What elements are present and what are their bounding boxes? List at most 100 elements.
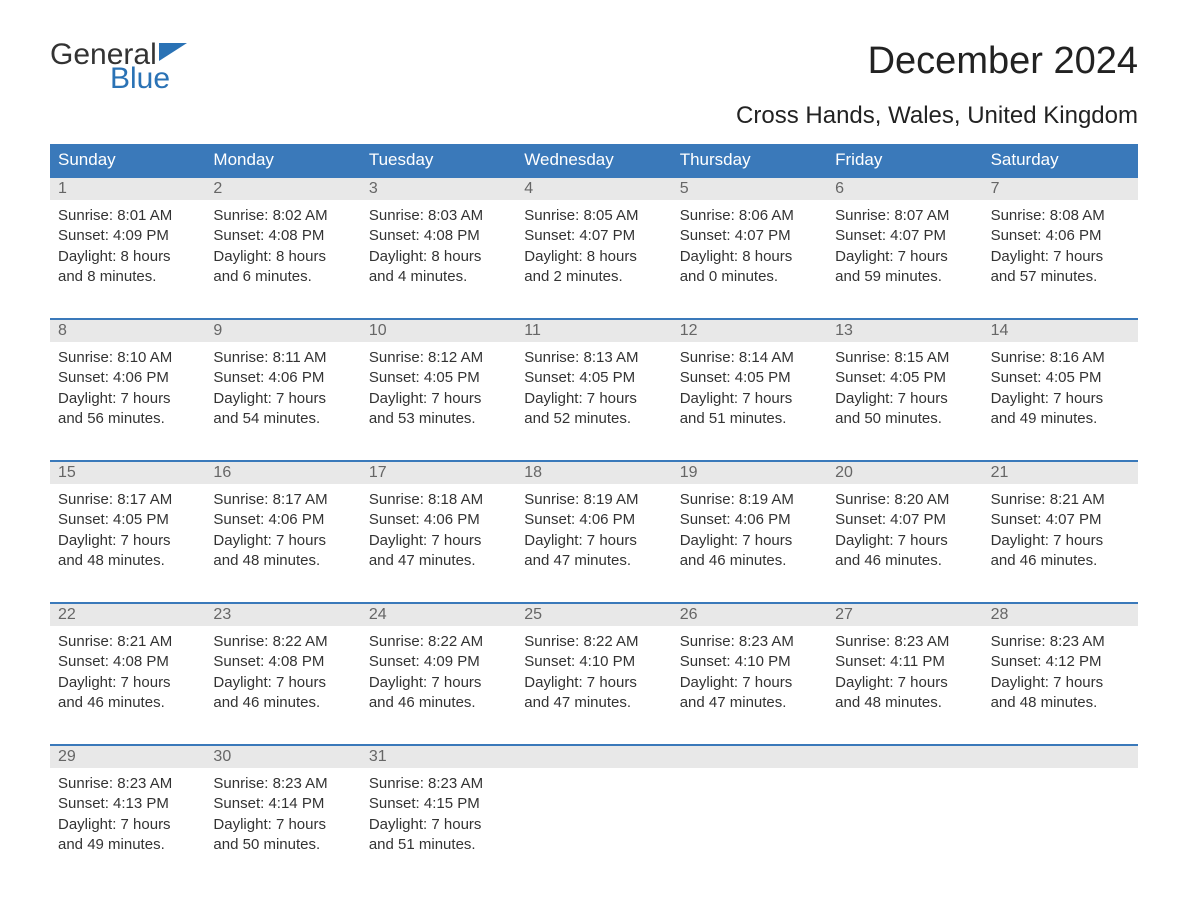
header-row: General Blue December 2024 — [50, 40, 1138, 94]
sunrise-text: Sunrise: 8:23 AM — [991, 632, 1130, 652]
logo-text-blue: Blue — [110, 64, 191, 94]
daylight-text-2: and 54 minutes. — [213, 409, 352, 429]
day-number: 21 — [983, 462, 1138, 484]
day-number: 3 — [361, 178, 516, 200]
sunrise-text: Sunrise: 8:14 AM — [680, 348, 819, 368]
sunset-text: Sunset: 4:05 PM — [369, 368, 508, 388]
sunrise-text: Sunrise: 8:22 AM — [524, 632, 663, 652]
day-number: 11 — [516, 320, 671, 342]
day-cell: Sunrise: 8:17 AMSunset: 4:06 PMDaylight:… — [205, 484, 360, 584]
sunrise-text: Sunrise: 8:18 AM — [369, 490, 508, 510]
day-cell — [983, 768, 1138, 868]
daylight-text-2: and 2 minutes. — [524, 267, 663, 287]
daylight-text-2: and 0 minutes. — [680, 267, 819, 287]
day-number — [827, 746, 982, 768]
day-cell: Sunrise: 8:23 AMSunset: 4:13 PMDaylight:… — [50, 768, 205, 868]
sunset-text: Sunset: 4:06 PM — [213, 510, 352, 530]
day-number: 12 — [672, 320, 827, 342]
location-subtitle: Cross Hands, Wales, United Kingdom — [50, 102, 1138, 130]
day-cell: Sunrise: 8:22 AMSunset: 4:08 PMDaylight:… — [205, 626, 360, 726]
daylight-text-2: and 51 minutes. — [680, 409, 819, 429]
day-number: 2 — [205, 178, 360, 200]
daylight-text-1: Daylight: 7 hours — [524, 531, 663, 551]
daylight-text-2: and 53 minutes. — [369, 409, 508, 429]
day-number-row: 293031 — [50, 746, 1138, 768]
day-cell: Sunrise: 8:12 AMSunset: 4:05 PMDaylight:… — [361, 342, 516, 442]
day-cell: Sunrise: 8:23 AMSunset: 4:12 PMDaylight:… — [983, 626, 1138, 726]
daylight-text-2: and 47 minutes. — [369, 551, 508, 571]
day-cell: Sunrise: 8:20 AMSunset: 4:07 PMDaylight:… — [827, 484, 982, 584]
day-number-row: 1234567 — [50, 178, 1138, 200]
sunrise-text: Sunrise: 8:20 AM — [835, 490, 974, 510]
daylight-text-1: Daylight: 7 hours — [58, 673, 197, 693]
daylight-text-2: and 51 minutes. — [369, 835, 508, 855]
daylight-text-2: and 47 minutes. — [524, 551, 663, 571]
day-cell: Sunrise: 8:19 AMSunset: 4:06 PMDaylight:… — [516, 484, 671, 584]
daylight-text-2: and 50 minutes. — [835, 409, 974, 429]
day-cell: Sunrise: 8:22 AMSunset: 4:10 PMDaylight:… — [516, 626, 671, 726]
daylight-text-1: Daylight: 7 hours — [991, 673, 1130, 693]
sunset-text: Sunset: 4:07 PM — [835, 226, 974, 246]
daylight-text-2: and 46 minutes. — [369, 693, 508, 713]
daylight-text-2: and 57 minutes. — [991, 267, 1130, 287]
day-number: 24 — [361, 604, 516, 626]
sunset-text: Sunset: 4:06 PM — [991, 226, 1130, 246]
day-number: 13 — [827, 320, 982, 342]
day-number: 14 — [983, 320, 1138, 342]
sunset-text: Sunset: 4:08 PM — [369, 226, 508, 246]
daylight-text-2: and 47 minutes. — [680, 693, 819, 713]
sunset-text: Sunset: 4:09 PM — [369, 652, 508, 672]
daylight-text-1: Daylight: 7 hours — [58, 815, 197, 835]
sunrise-text: Sunrise: 8:11 AM — [213, 348, 352, 368]
daylight-text-2: and 4 minutes. — [369, 267, 508, 287]
day-number: 6 — [827, 178, 982, 200]
sunrise-text: Sunrise: 8:15 AM — [835, 348, 974, 368]
daylight-text-2: and 46 minutes. — [680, 551, 819, 571]
weekday-header: Tuesday — [361, 144, 516, 176]
daylight-text-1: Daylight: 7 hours — [369, 673, 508, 693]
calendar-week: 891011121314Sunrise: 8:10 AMSunset: 4:06… — [50, 318, 1138, 442]
sunset-text: Sunset: 4:07 PM — [680, 226, 819, 246]
day-number: 23 — [205, 604, 360, 626]
sunset-text: Sunset: 4:11 PM — [835, 652, 974, 672]
day-cell: Sunrise: 8:19 AMSunset: 4:06 PMDaylight:… — [672, 484, 827, 584]
sunrise-text: Sunrise: 8:06 AM — [680, 206, 819, 226]
sunset-text: Sunset: 4:13 PM — [58, 794, 197, 814]
sunset-text: Sunset: 4:06 PM — [680, 510, 819, 530]
sunrise-text: Sunrise: 8:23 AM — [680, 632, 819, 652]
sunset-text: Sunset: 4:08 PM — [213, 226, 352, 246]
day-cell: Sunrise: 8:10 AMSunset: 4:06 PMDaylight:… — [50, 342, 205, 442]
sunset-text: Sunset: 4:05 PM — [524, 368, 663, 388]
daylight-text-2: and 46 minutes. — [991, 551, 1130, 571]
daylight-text-1: Daylight: 8 hours — [58, 247, 197, 267]
sunrise-text: Sunrise: 8:22 AM — [369, 632, 508, 652]
day-number: 27 — [827, 604, 982, 626]
sunset-text: Sunset: 4:05 PM — [58, 510, 197, 530]
day-number: 10 — [361, 320, 516, 342]
day-cell: Sunrise: 8:13 AMSunset: 4:05 PMDaylight:… — [516, 342, 671, 442]
daylight-text-1: Daylight: 7 hours — [524, 389, 663, 409]
day-number: 29 — [50, 746, 205, 768]
daylight-text-1: Daylight: 8 hours — [369, 247, 508, 267]
sunrise-text: Sunrise: 8:23 AM — [369, 774, 508, 794]
sunset-text: Sunset: 4:10 PM — [524, 652, 663, 672]
day-cell: Sunrise: 8:23 AMSunset: 4:10 PMDaylight:… — [672, 626, 827, 726]
sunrise-text: Sunrise: 8:22 AM — [213, 632, 352, 652]
sunrise-text: Sunrise: 8:19 AM — [680, 490, 819, 510]
day-number: 18 — [516, 462, 671, 484]
sunrise-text: Sunrise: 8:13 AM — [524, 348, 663, 368]
daylight-text-1: Daylight: 7 hours — [835, 531, 974, 551]
daylight-text-2: and 56 minutes. — [58, 409, 197, 429]
day-number — [516, 746, 671, 768]
daylight-text-2: and 52 minutes. — [524, 409, 663, 429]
daylight-text-1: Daylight: 7 hours — [213, 389, 352, 409]
sunset-text: Sunset: 4:05 PM — [991, 368, 1130, 388]
daylight-text-1: Daylight: 7 hours — [680, 673, 819, 693]
daylight-text-1: Daylight: 7 hours — [369, 531, 508, 551]
weekday-header: Wednesday — [516, 144, 671, 176]
sunset-text: Sunset: 4:07 PM — [524, 226, 663, 246]
sunset-text: Sunset: 4:06 PM — [213, 368, 352, 388]
day-cell: Sunrise: 8:21 AMSunset: 4:08 PMDaylight:… — [50, 626, 205, 726]
day-cell: Sunrise: 8:22 AMSunset: 4:09 PMDaylight:… — [361, 626, 516, 726]
sunrise-text: Sunrise: 8:17 AM — [58, 490, 197, 510]
